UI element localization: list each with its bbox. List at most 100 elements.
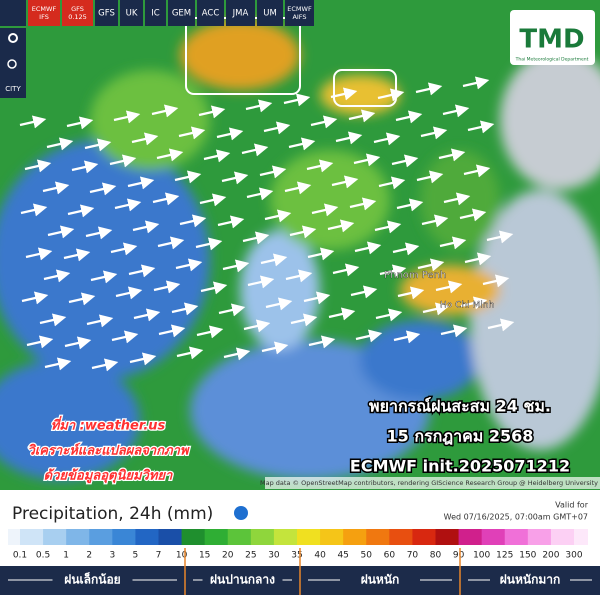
wind-arrow [303,291,331,305]
wind-arrow [331,175,359,189]
scale-label: 10 [176,551,188,561]
wind-arrow [263,121,291,135]
color-swatch [297,529,321,545]
scale-label: 15 [199,551,210,561]
wind-arrow [463,164,491,178]
wind-arrow [335,131,363,145]
color-swatch [250,529,275,545]
wind-arrow [110,242,138,256]
model-tab[interactable]: GFS [98,9,115,19]
map: Phnom Penh Ho Chi Minh พยากรณ์ฝนสะสม 24 … [0,0,600,490]
location-icon[interactable] [8,33,18,43]
scale-label: 45 [337,551,348,561]
color-swatch [320,529,344,545]
color-swatch [527,529,552,545]
wind-arrow [115,286,143,300]
logo-title: TMD [519,25,584,55]
color-swatch [366,529,390,545]
attribution: Map data © OpenStreetMap contributors, r… [260,479,598,487]
wind-arrow [443,192,471,206]
wind-arrow [417,258,445,272]
wind-arrow [196,325,224,339]
wind-arrow [377,88,405,102]
tab-bg [168,0,195,26]
model-tab[interactable]: ECMWF IFS [32,5,57,21]
model-tab[interactable]: GFS 0.125 [68,5,87,21]
scale-label: 90 [453,551,465,561]
wind-arrow [259,165,287,179]
color-swatch [8,529,20,545]
wind-arrow [127,176,155,190]
wind-arrow [464,252,492,266]
color-swatch [412,529,436,545]
class-label: ฝนเล็กน้อย [64,572,120,587]
wind-arrow [113,110,141,124]
model-tab[interactable]: GEM [172,9,191,19]
wind-arrow [422,302,450,316]
wind-arrow [348,109,376,123]
wind-arrow [242,231,270,245]
wind-arrow [218,303,246,317]
scale-label: 300 [565,551,582,561]
info-icon[interactable] [234,506,248,520]
color-swatch [89,529,113,545]
scale-label: 200 [542,551,559,561]
wind-arrow [310,115,338,129]
wind-arrow [243,319,271,333]
wind-arrow [42,181,70,195]
model-tab[interactable]: ACC [202,9,220,19]
tab-bg [120,0,143,26]
city-button[interactable]: CITY [5,85,21,93]
tab-bg [226,0,255,26]
model-tab[interactable]: UM [263,9,277,19]
wind-arrow [179,214,207,228]
source-text: ที่มา :weather.us [51,416,166,434]
legend-title: Precipitation, 24h (mm) [12,504,213,524]
class-label: ฝนหนัก [361,573,400,587]
color-swatch [458,529,483,545]
valid-time: Wed 07/16/2025, 07:00am GMT+07 [444,513,588,522]
color-swatch [112,529,136,545]
tab-bg [95,0,118,26]
wind-arrow [482,274,510,288]
wind-arrow [176,346,204,360]
scale-label: 100 [473,551,490,561]
wind-arrow [47,225,75,239]
color-swatch [481,529,506,545]
zoom-icon[interactable] [7,59,17,69]
wind-arrow [283,93,311,107]
wind-arrow [328,307,356,321]
model-tab[interactable]: UK [126,9,138,19]
wind-arrow [354,241,382,255]
scale-label: 30 [268,551,280,561]
wind-arrow [109,154,137,168]
legend: Precipitation, 24h (mm) Valid for Wed 07… [0,490,600,595]
wind-arrow [355,329,383,343]
tab-bg [145,0,166,26]
wind-arrow [396,198,424,212]
model-tab[interactable]: JMA [232,9,249,19]
wind-arrow [264,209,292,223]
scale-label: 150 [519,551,536,561]
scale-label: 3 [109,551,115,561]
wind-arrow [71,160,99,174]
color-swatch [389,529,413,545]
model-tab[interactable]: IC [151,9,160,19]
wind-arrow [156,148,184,162]
wind-arrow [421,214,449,228]
wind-arrow [157,236,185,250]
wind-arrow [20,203,48,217]
wind-arrow [195,237,223,251]
color-swatch [66,529,90,545]
model-tab[interactable]: ECMWF AIFS [287,5,312,21]
scale-label: 80 [430,551,442,561]
wind-arrow [223,347,251,361]
tab-bg [257,0,283,26]
wind-arrow [415,82,443,96]
wind-arrow [203,149,231,163]
color-swatch [227,529,252,545]
wind-arrow [311,203,339,217]
wind-arrow [24,159,52,173]
